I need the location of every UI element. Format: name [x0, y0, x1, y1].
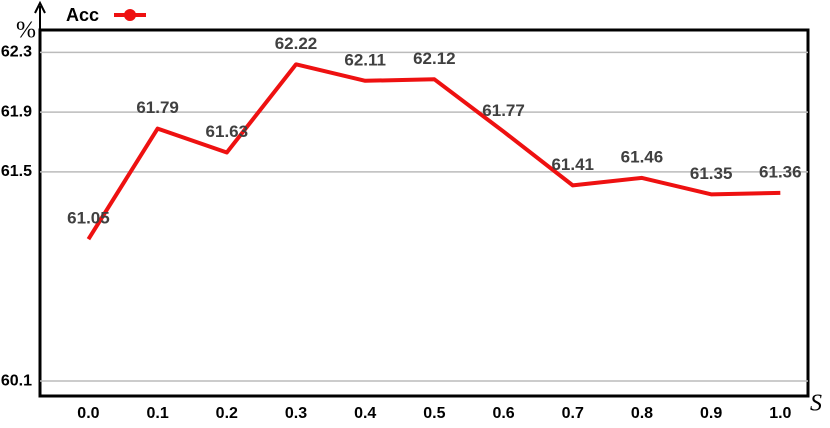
line: [86, 62, 781, 241]
legend-marker: [124, 9, 136, 21]
y-axis-arrowhead: [34, 0, 46, 14]
value-label: 61.35: [690, 164, 733, 183]
y-tick-label: 60.1: [1, 372, 32, 389]
value-label: 61.77: [482, 101, 525, 120]
legend-label: Acc: [66, 5, 99, 25]
value-label: 61.05: [67, 209, 110, 228]
value-label: 62.11: [344, 50, 386, 69]
x-tick-label: 0.6: [492, 405, 514, 422]
y-tick-label: 61.5: [1, 163, 32, 180]
value-label: 61.41: [551, 155, 594, 174]
x-tick-label: 0.8: [631, 405, 653, 422]
x-tick-label: 0.7: [562, 405, 584, 422]
value-label: 61.36: [759, 162, 802, 181]
value-label: 61.63: [206, 122, 249, 141]
value-label: 61.46: [621, 147, 664, 166]
x-tick-label: 0.9: [700, 405, 722, 422]
value-label: 61.79: [136, 98, 179, 117]
x-tick-label: 0.2: [216, 405, 238, 422]
x-tick-label: 0.4: [354, 405, 376, 422]
x-tick-label: 0.1: [146, 405, 168, 422]
y-axis-label: %: [16, 18, 36, 44]
y-tick-label: 62.3: [1, 44, 32, 61]
y-tick-label: 61.9: [1, 103, 32, 120]
plot-frame: [38, 28, 810, 398]
x-tick-label: 1.0: [769, 405, 791, 422]
x-tick-label: 0.3: [285, 405, 307, 422]
x-axis-label: S: [810, 391, 822, 417]
value-label: 62.12: [413, 49, 456, 68]
value-label: 62.22: [275, 34, 318, 53]
x-tick-label: 0.5: [423, 405, 445, 422]
x-tick-label: 0.0: [77, 405, 99, 422]
